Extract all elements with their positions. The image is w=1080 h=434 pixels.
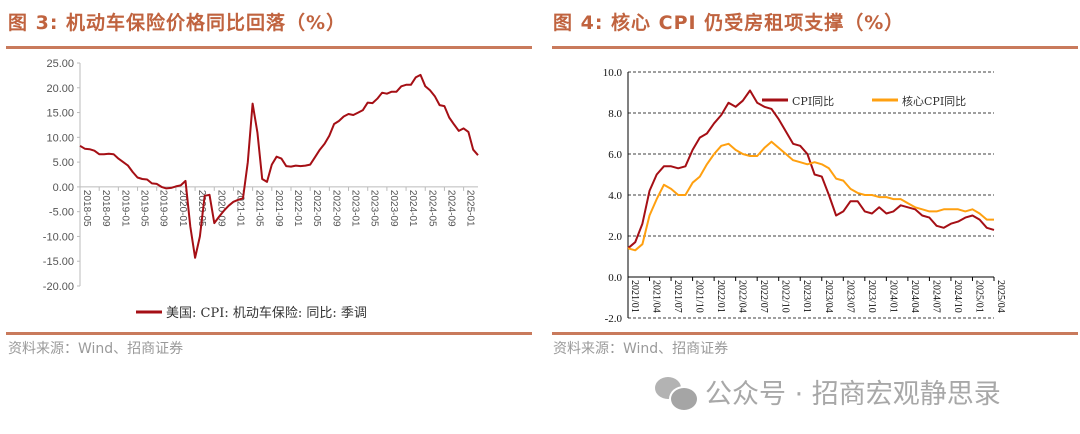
y-tick-label: 4.0 — [608, 190, 622, 202]
x-tick-label: 2018-09 — [100, 190, 111, 227]
x-tick-label: 2020-09 — [215, 190, 226, 227]
y-tick-label: 2.0 — [608, 231, 622, 243]
left-chart-title: 图 3: 机动车保险价格同比回落（%） — [8, 12, 347, 34]
right-title-divider — [552, 46, 1078, 49]
y-tick-label: 20.00 — [46, 83, 74, 95]
x-tick-label: 2023-09 — [388, 190, 399, 227]
legend-label: CPI同比 — [792, 95, 834, 108]
right-source-note: 资料来源：Wind、招商证券 — [553, 341, 729, 357]
x-tick-label: 2021-01 — [234, 190, 245, 227]
x-tick-label: 2023/07 — [844, 280, 855, 313]
y-tick-label: -5.00 — [49, 207, 74, 219]
y-tick-label: -2.0 — [605, 313, 623, 325]
x-tick-label: 2021/07 — [672, 280, 683, 313]
y-tick-label: 10.00 — [46, 132, 74, 144]
y-tick-label: -15.00 — [43, 256, 74, 268]
x-tick-label: 2022-09 — [330, 190, 341, 227]
y-tick-label: 0.0 — [608, 272, 622, 284]
y-tick-label: 15.00 — [46, 108, 74, 120]
x-tick-label: 2024/01 — [887, 280, 898, 313]
watermark: 公众号 · 招商宏观静思录 — [655, 372, 1001, 412]
x-tick-label: 2018-05 — [81, 190, 92, 227]
y-tick-label: 0.00 — [53, 182, 74, 194]
x-tick-label: 2023-05 — [369, 190, 380, 227]
x-tick-label: 2022/07 — [758, 280, 769, 313]
x-tick-label: 2021/01 — [629, 280, 640, 313]
x-tick-label: 2019-09 — [158, 190, 169, 227]
left-source-note: 资料来源：Wind、招商证券 — [8, 341, 184, 357]
y-tick-label: -20.00 — [43, 281, 74, 293]
y-tick-label: -10.00 — [43, 231, 74, 243]
x-tick-label: 2023/10 — [866, 280, 877, 313]
x-tick-label: 2021-05 — [254, 190, 265, 227]
x-tick-label: 2023/04 — [823, 280, 834, 313]
x-tick-label: 2020-01 — [177, 190, 188, 227]
x-tick-label: 2022-01 — [292, 190, 303, 227]
y-tick-label: 10.0 — [603, 67, 623, 79]
x-tick-label: 2019-01 — [119, 190, 130, 227]
x-tick-label: 2025/04 — [995, 280, 1006, 313]
right-bottom-divider — [552, 332, 1078, 335]
watermark-text: 公众号 · 招商宏观静思录 — [705, 379, 1001, 410]
series-line-primary — [627, 89, 995, 250]
x-tick-label: 2021/10 — [694, 280, 705, 313]
x-tick-label: 2019-05 — [139, 190, 150, 227]
x-tick-label: 2023-01 — [350, 190, 361, 227]
x-tick-label: 2022/04 — [737, 280, 748, 313]
legend-label: 核心CPI同比 — [902, 94, 966, 108]
x-tick-label: 2024/10 — [952, 280, 963, 313]
y-tick-label: 25.00 — [46, 58, 74, 70]
legend-label: 美国: CPI: 机动车保险: 同比: 季调 — [166, 305, 367, 321]
x-tick-label: 2021-09 — [273, 190, 284, 227]
series-line-primary — [79, 73, 479, 259]
y-tick-label: 5.00 — [53, 157, 74, 169]
x-tick-label: 2022/10 — [780, 280, 791, 313]
x-tick-label: 2025-01 — [465, 190, 476, 227]
series-line-secondary — [627, 140, 994, 252]
x-tick-label: 2023/01 — [801, 280, 812, 313]
x-tick-label: 2024-01 — [407, 190, 418, 227]
y-tick-label: 8.0 — [608, 108, 622, 120]
x-tick-label: 2021/04 — [651, 280, 662, 313]
x-tick-label: 2022/01 — [715, 280, 726, 313]
x-tick-label: 2022-05 — [311, 190, 322, 227]
y-tick-label: 6.0 — [608, 149, 622, 161]
x-tick-label: 2024/04 — [909, 280, 920, 313]
left-title-divider — [6, 46, 532, 49]
x-tick-label: 2024/07 — [930, 280, 941, 313]
x-tick-label: 2024-09 — [445, 190, 456, 227]
right-chart-title: 图 4: 核心 CPI 仍受房租项支撑（%） — [553, 12, 905, 34]
x-tick-label: 2020-05 — [196, 190, 207, 227]
left-bottom-divider — [6, 332, 532, 335]
wechat-icon — [655, 375, 699, 412]
x-tick-label: 2024-05 — [426, 190, 437, 227]
x-tick-label: 2025/01 — [973, 280, 984, 313]
